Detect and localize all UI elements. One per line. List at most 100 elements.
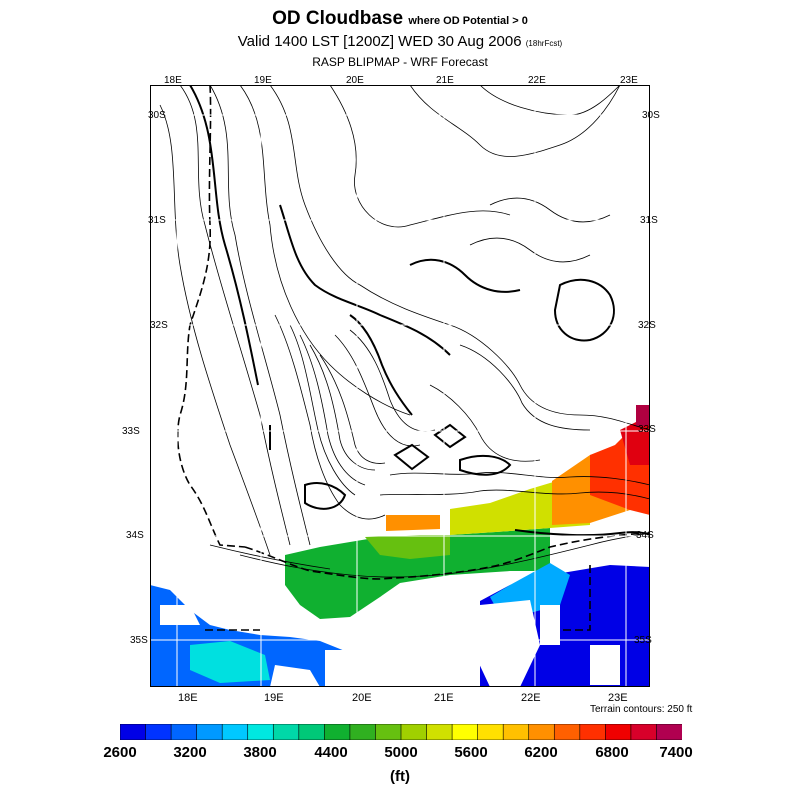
terrain-contour-note: Terrain contours: 250 ft	[590, 704, 693, 715]
cloudbase-contour	[279, 204, 451, 356]
terrain-contour	[469, 237, 591, 263]
colorbar-tick-label: 2600	[103, 744, 137, 761]
colorbar-swatch	[553, 724, 581, 740]
terrain-contour	[289, 324, 356, 496]
title-main-suffix: where OD Potential > 0	[408, 15, 528, 27]
colorbar-swatch	[120, 724, 147, 740]
terrain-contour	[299, 334, 366, 486]
map-title: OD Cloudbase where OD Potential > 0	[0, 8, 800, 30]
cloudbase-fill-green-light	[365, 535, 450, 559]
cloudbase-contour	[189, 85, 259, 386]
colorbar-swatch	[502, 724, 530, 740]
colorbar-tick-label: 3200	[173, 744, 207, 761]
title-main: OD Cloudbase	[272, 8, 404, 29]
terrain-contour	[159, 104, 271, 556]
lon-label-top: 19E	[254, 75, 272, 86]
terrain-contour	[349, 329, 436, 432]
colorbar-swatch	[221, 724, 249, 740]
terrain-contour	[389, 472, 650, 486]
terrain-contour	[309, 344, 376, 471]
colorbar-tick-label: 7400	[659, 744, 693, 761]
colorbar-tick-label: 6800	[595, 744, 629, 761]
cloudbase-contours-bold	[189, 85, 650, 537]
lat-label-left: 32S	[150, 320, 168, 331]
colorbar-swatch	[196, 724, 223, 740]
colorbar-tick-label: 6200	[524, 744, 558, 761]
colorbar-tick-label: 4400	[314, 744, 348, 761]
terrain-contour	[449, 324, 650, 431]
terrain-contour	[329, 85, 511, 228]
lat-label-left: 35S	[130, 635, 148, 646]
colorbar-swatch	[247, 724, 275, 740]
colorbar-units: (ft)	[390, 768, 410, 785]
terrain-contour	[239, 85, 411, 416]
cloudbase-contour	[349, 314, 413, 416]
colorbar-swatch	[426, 724, 453, 740]
lon-label-bottom: 20E	[352, 692, 372, 704]
lat-label-left: 34S	[126, 530, 144, 541]
color-fill-layer	[150, 405, 650, 687]
valid-text: Valid 1400 LST [1200Z] WED 30 Aug 2006	[237, 33, 522, 50]
terrain-contour	[274, 314, 386, 520]
lon-label-top: 22E	[528, 75, 546, 86]
valid-time: Valid 1400 LST [1200Z] WED 30 Aug 2006 (…	[0, 33, 800, 50]
lon-label-bottom: 18E	[178, 692, 198, 704]
cloudbase-fill-orange-small	[386, 515, 440, 531]
colorbar-swatch	[170, 724, 198, 740]
forecast-hours: (18hrFcst)	[525, 39, 563, 48]
colorbar-swatch	[145, 724, 172, 740]
terrain-contour	[319, 354, 386, 464]
lat-label-right: 35S	[634, 635, 652, 646]
cloudbase-contour	[409, 258, 521, 293]
terrain-contour	[379, 489, 650, 500]
terrain-contour	[489, 197, 611, 223]
colorbar-swatch	[451, 724, 479, 740]
colorbar-swatch	[656, 724, 682, 740]
lat-label-right: 33S	[638, 424, 656, 435]
nodata-gap-f	[590, 645, 620, 685]
colorbar-tick-label: 5000	[384, 744, 418, 761]
lat-label-left: 30S	[148, 110, 166, 121]
colorbar-swatch	[272, 724, 300, 740]
colorbar-tick-label: 3800	[243, 744, 277, 761]
cloudbase-contour	[433, 423, 467, 449]
lat-label-right: 32S	[638, 320, 656, 331]
lon-label-top: 23E	[620, 75, 638, 86]
colorbar-swatch	[349, 724, 377, 740]
terrain-contour	[479, 85, 621, 116]
coastline-harbour	[560, 565, 591, 631]
lon-label-top: 21E	[436, 75, 454, 86]
nodata-gap-d	[475, 600, 540, 687]
colorbar-swatch	[528, 724, 556, 740]
colorbar-swatch	[298, 724, 326, 740]
terrain-contour	[209, 544, 331, 570]
colorbar-swatch	[579, 724, 607, 740]
forecast-map	[150, 85, 650, 687]
lon-label-top: 20E	[346, 75, 364, 86]
coastline-west	[176, 85, 246, 548]
cloudbase-fill-cyan-southwest	[190, 641, 270, 683]
cloudbase-contour	[459, 454, 512, 476]
colorbar	[120, 724, 682, 740]
terrain-contour	[269, 85, 451, 326]
terrain-contour	[209, 85, 311, 546]
cloudbase-contour	[304, 482, 347, 510]
nodata-gap-a	[160, 605, 200, 625]
map-frame	[150, 85, 650, 687]
colorbar-tick-label: 5600	[454, 744, 488, 761]
terrain-contours	[159, 85, 650, 578]
lon-label-top: 18E	[164, 75, 182, 86]
nodata-gap-e	[540, 605, 560, 645]
colorbar-swatch	[477, 724, 504, 740]
cloudbase-fill-maroon	[636, 405, 650, 427]
cloudbase-fill-green	[285, 528, 550, 619]
colorbar-swatch	[605, 724, 632, 740]
colorbar-swatch	[400, 724, 428, 740]
coastline-south	[244, 532, 650, 580]
lat-label-left: 33S	[122, 426, 140, 437]
coastline	[176, 85, 650, 631]
graticule	[150, 85, 650, 687]
colorbar-swatch	[375, 724, 402, 740]
lon-label-bottom: 23E	[608, 692, 628, 704]
lat-label-right: 30S	[642, 110, 660, 121]
